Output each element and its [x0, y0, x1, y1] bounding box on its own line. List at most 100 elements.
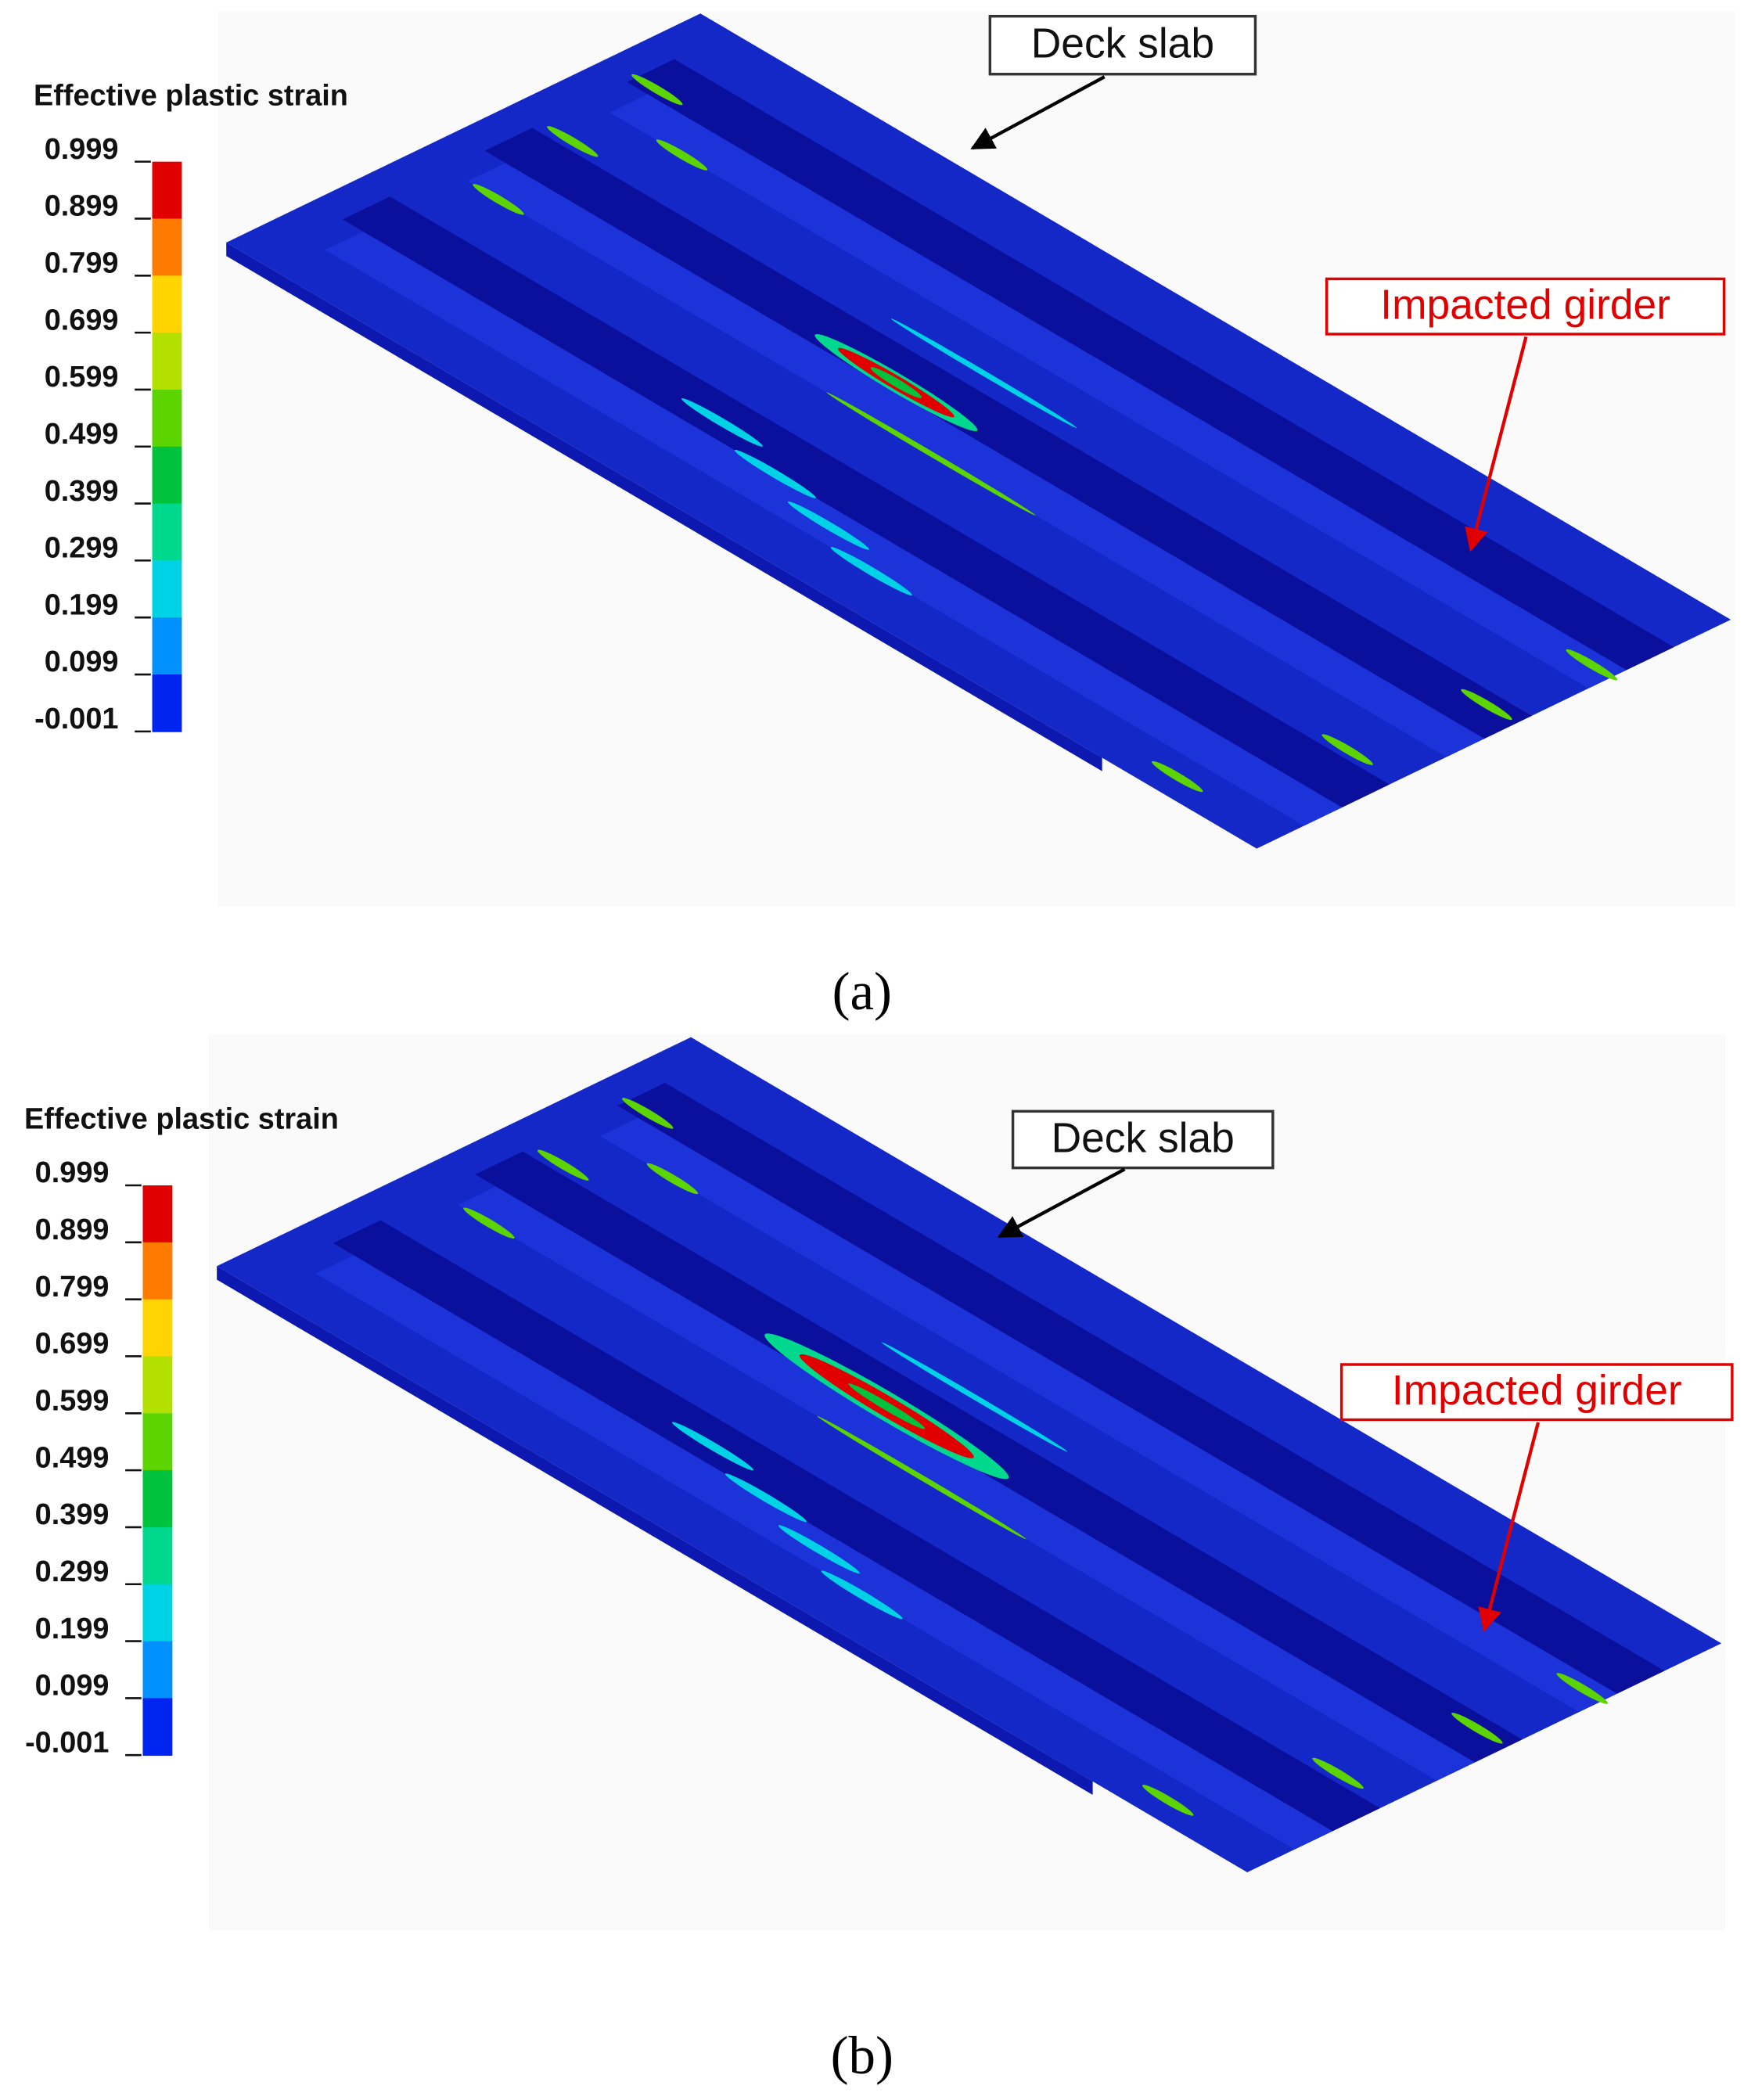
- colorbar-block: [142, 1299, 173, 1357]
- damage-zone: [787, 501, 869, 550]
- girder-web: [458, 1186, 1476, 1781]
- colorbar-block: [142, 1641, 173, 1699]
- colorbar-block: [152, 503, 182, 562]
- legend-tick-label: 0.299: [45, 532, 119, 565]
- damage-zone: [547, 126, 599, 157]
- legend-tick-label: 0.899: [45, 190, 119, 223]
- damage-zone: [1451, 1713, 1503, 1744]
- girder-web: [609, 94, 1627, 689]
- damage-zone: [631, 74, 683, 106]
- legend-tick-label: 0.099: [45, 645, 119, 678]
- colorbar-block: [152, 674, 182, 732]
- damage-zone: [830, 547, 912, 595]
- damage-zone: [778, 1525, 860, 1574]
- deck-arrow: [997, 1167, 1126, 1239]
- colorbar-block: [142, 1470, 173, 1528]
- colorbar-block: [142, 1413, 173, 1471]
- damage-zone: [848, 1383, 926, 1429]
- legend-tick-label: 0.399: [45, 475, 119, 508]
- colorbar-block: [152, 161, 182, 220]
- damage-zone: [870, 367, 922, 398]
- damage-zone: [890, 318, 1077, 429]
- legend-tick-label: 0.699: [35, 1328, 110, 1361]
- girder-web: [600, 1117, 1617, 1713]
- girder-label-box: [1339, 1363, 1734, 1422]
- annotations: Deck slab Impacted girder (a): [832, 14, 1726, 1021]
- girder-arrow: [1465, 336, 1528, 552]
- colorbar-block: [152, 617, 182, 675]
- panel-caption: (b): [831, 2026, 893, 2085]
- damage-zone: [656, 139, 708, 171]
- girder-label-box: [1325, 277, 1726, 336]
- colorbar-block: [142, 1698, 173, 1757]
- damage-zone: [826, 392, 1036, 516]
- deck-edge: [226, 242, 1102, 771]
- damage-zone: [1566, 649, 1618, 681]
- legend-tick-label: 0.799: [35, 1271, 110, 1304]
- colorbar-block: [152, 560, 182, 619]
- colorbar-block: [152, 218, 182, 277]
- deck-label-box: [988, 14, 1257, 76]
- damage-zone: [473, 184, 524, 215]
- legend-title: Effective plastic strain: [24, 1103, 339, 1136]
- damage-zone: [821, 1570, 903, 1620]
- damage-zone: [1461, 689, 1512, 721]
- legend-tick-label: 0.999: [45, 133, 119, 166]
- colorbar-block: [142, 1584, 173, 1642]
- colorbar-block: [152, 389, 182, 448]
- damage-zone: [622, 1098, 674, 1129]
- girder-arrow: [1478, 1422, 1541, 1633]
- legend-tick-label: 0.999: [35, 1156, 110, 1189]
- legend-title: Effective plastic strain: [34, 79, 348, 112]
- legend-tick-label: 0.599: [45, 361, 119, 394]
- girder-band: [342, 196, 1390, 807]
- colorbar-block: [142, 1185, 173, 1243]
- legend-tick-label: 0.099: [35, 1670, 110, 1703]
- girder-band: [617, 1083, 1665, 1694]
- girder-band: [627, 59, 1674, 671]
- damage-zone: [681, 398, 763, 447]
- damage-zone: [1142, 1785, 1194, 1816]
- panel-caption: (a): [832, 962, 892, 1021]
- damage-zone: [817, 1415, 1027, 1540]
- colorbar-block: [142, 1526, 173, 1585]
- girder-band: [333, 1220, 1380, 1832]
- damage-zone: [724, 1473, 807, 1523]
- damage-zone: [1556, 1673, 1609, 1704]
- legend-tick-label: -0.001: [25, 1726, 109, 1759]
- colorbar-block: [152, 446, 182, 505]
- deck-label: Deck slab: [1031, 21, 1214, 67]
- deck-arrow: [970, 75, 1106, 150]
- colorbar-block: [142, 1356, 173, 1415]
- legend-tick-label: -0.001: [34, 703, 118, 735]
- panel: Effective plastic strain 0.999 0.899 0.799 0…: [24, 1034, 1726, 1931]
- damage-zone: [1321, 734, 1373, 765]
- girder-label: Impacted girder: [1392, 1368, 1682, 1414]
- annotations: Deck slab Impacted girder (b): [831, 1109, 1734, 2085]
- damage-zone: [881, 1342, 1068, 1452]
- damage-zone: [1312, 1757, 1364, 1789]
- damage-zone: [538, 1149, 589, 1181]
- deck-label: Deck slab: [1052, 1115, 1235, 1161]
- damage-zone: [1152, 761, 1203, 793]
- girder-band: [484, 128, 1532, 739]
- legend-tick-label: 0.399: [35, 1498, 110, 1531]
- panel: Effective plastic strain 0.999 0.899 0.799 0…: [34, 10, 1735, 907]
- deck-label-box: [1011, 1109, 1275, 1170]
- colorbar-block: [152, 333, 182, 390]
- legend-tick-label: 0.499: [45, 418, 119, 451]
- girder-label: Impacted girder: [1380, 282, 1670, 329]
- damage-zone: [734, 449, 816, 498]
- girder-band: [475, 1151, 1523, 1763]
- legend-tick-label: 0.799: [45, 247, 119, 280]
- damage-zone: [646, 1163, 699, 1195]
- girder-web: [467, 163, 1485, 757]
- legend-tick-label: 0.699: [45, 304, 119, 336]
- legend-tick-label: 0.599: [35, 1385, 110, 1418]
- legend-tick-label: 0.299: [35, 1555, 110, 1588]
- damage-zone: [463, 1207, 515, 1239]
- legend-tick-label: 0.499: [35, 1441, 110, 1474]
- damage-zone: [671, 1422, 753, 1471]
